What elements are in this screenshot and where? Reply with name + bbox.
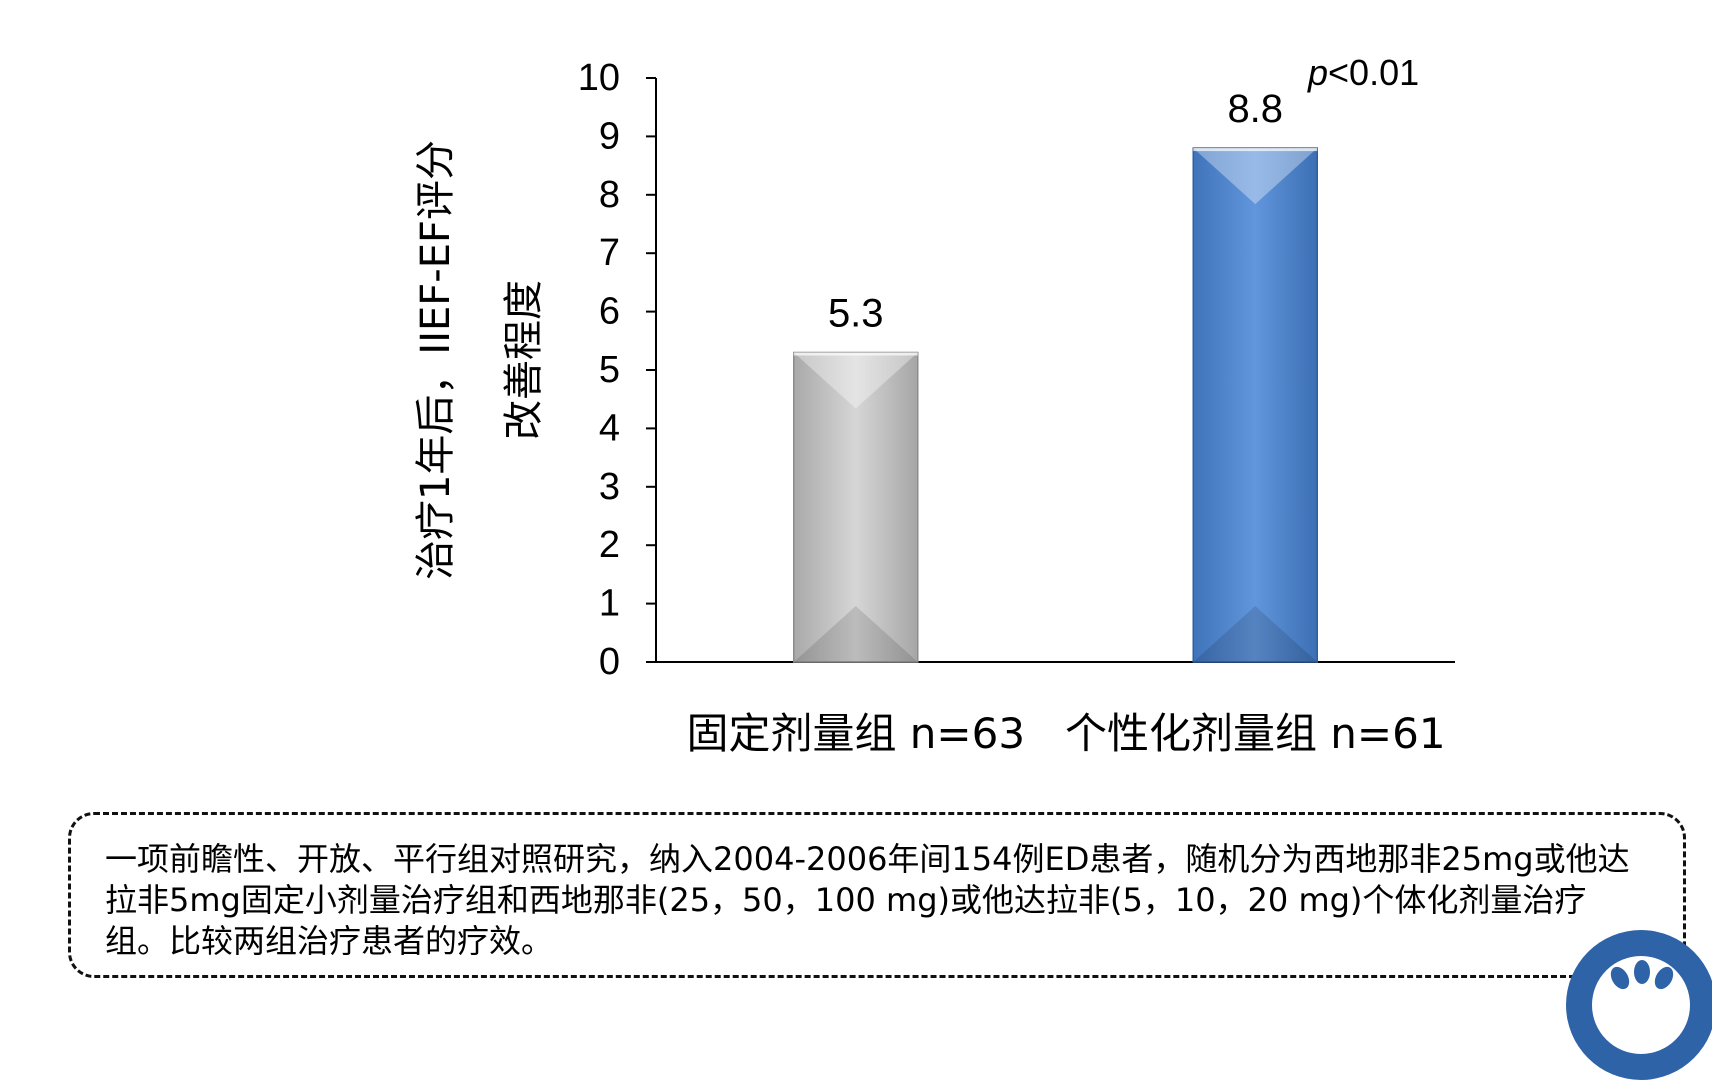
p-value-text: <0.01 [1328, 52, 1420, 93]
y-tick-label: 6 [599, 291, 620, 333]
seal-leaf [1634, 960, 1650, 984]
study-note-text: 一项前瞻性、开放、平行组对照研究，纳入2004-2006年间154例ED患者，随… [105, 840, 1630, 960]
bar-value-label: 5.3 [828, 291, 884, 335]
bar-bevel-bottom [1193, 606, 1318, 662]
bar [793, 351, 919, 663]
bar-bevel-top [1193, 148, 1318, 205]
bar-top-highlight [793, 352, 918, 356]
y-axis-label-line-1: 治疗1年后，IIEF-EF评分 [413, 139, 459, 581]
p-value-annotation: p<0.01 [1308, 52, 1419, 94]
bar-bevel-bottom [793, 606, 918, 662]
bar [1192, 147, 1318, 663]
y-tick-label: 7 [599, 232, 620, 274]
bar-body [1192, 147, 1318, 663]
y-tick-label: 5 [599, 349, 620, 391]
y-tick-label: 8 [599, 174, 620, 216]
y-tick-label: 4 [599, 407, 620, 449]
y-tick-label: 3 [599, 466, 620, 508]
y-tick-label: 1 [599, 583, 620, 625]
bar-top-highlight [1193, 148, 1318, 152]
y-tick-label: 10 [578, 57, 620, 99]
y-tick-label: 9 [599, 115, 620, 157]
seal-leaf [1607, 963, 1633, 993]
y-tick-label: 2 [599, 524, 620, 566]
hospital-seal-inner [1592, 956, 1690, 1054]
seal-leaf [1651, 963, 1677, 993]
p-value-prefix: p [1308, 52, 1329, 93]
hospital-seal-icon [1566, 930, 1712, 1080]
x-category-label: 个性化剂量组 n=61 [1065, 709, 1446, 758]
y-axis-label-line-2: 改善程度 [501, 280, 547, 441]
x-category-label: 固定剂量组 n=63 [686, 709, 1025, 758]
bar-bevel-top [793, 352, 918, 409]
bar-value-label: 8.8 [1227, 87, 1283, 131]
study-note-box: 一项前瞻性、开放、平行组对照研究，纳入2004-2006年间154例ED患者，随… [68, 812, 1686, 978]
bar-chart: 0 1 2 3 4 5 6 7 8 9 10 5.3 固定剂量组 n=63 8.8 个性化剂量组 n=61 [578, 57, 1455, 758]
bar-body [793, 351, 919, 663]
y-tick-label: 0 [599, 641, 620, 683]
